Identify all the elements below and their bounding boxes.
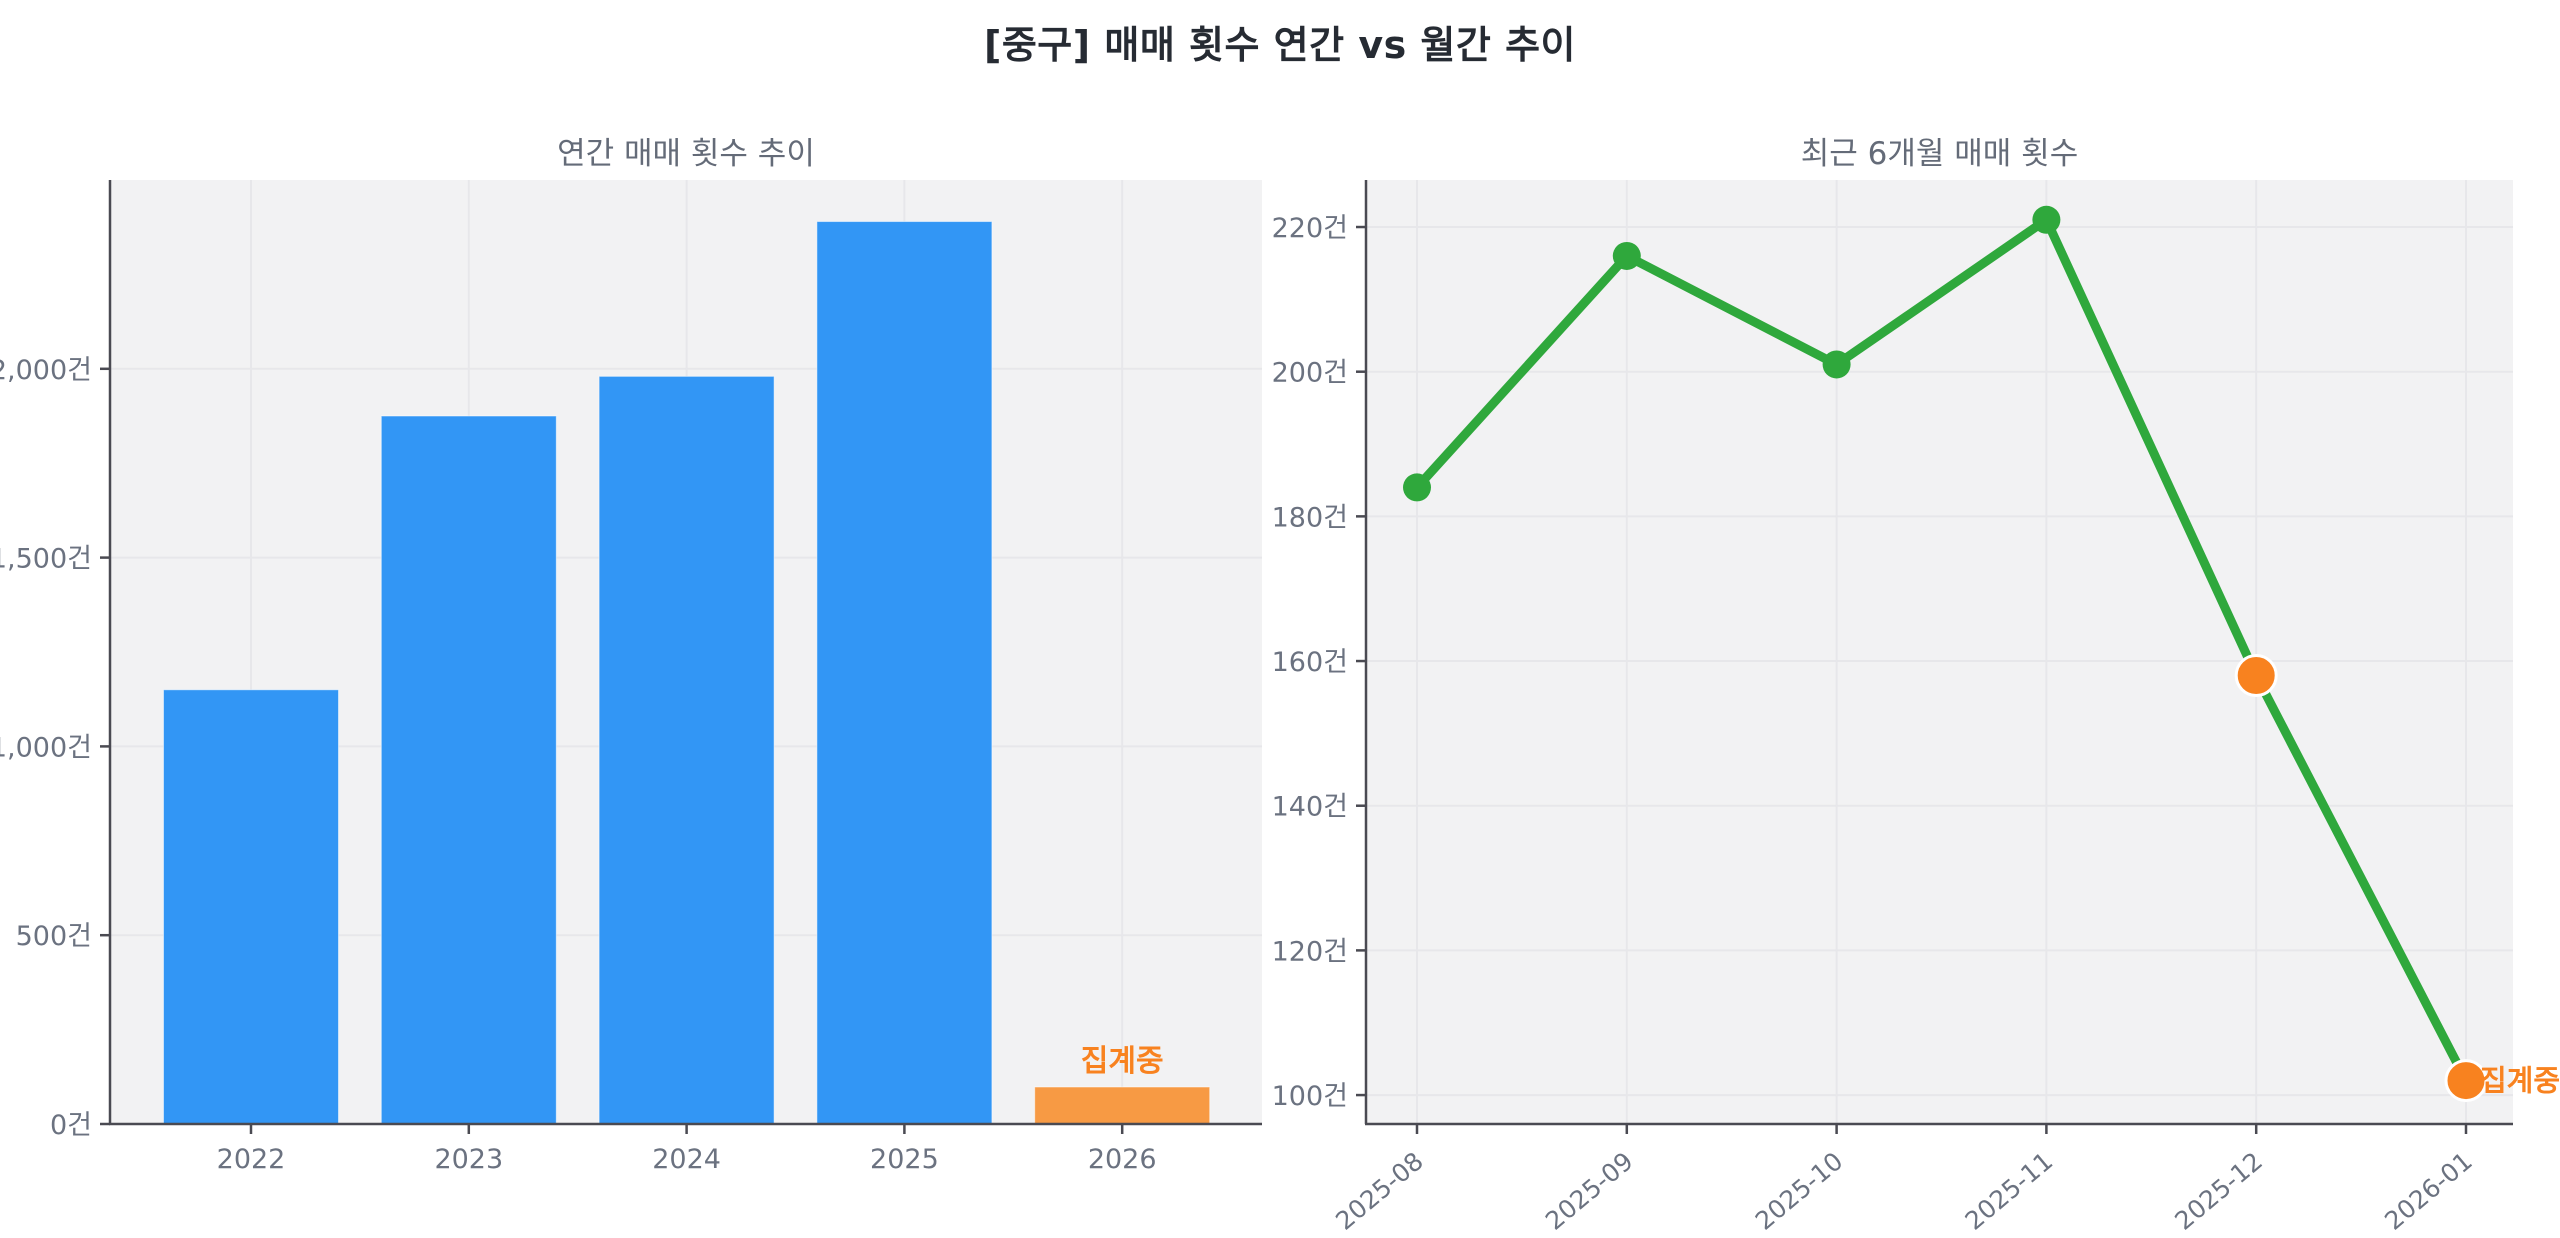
y-tick-label: 2,000건 — [0, 355, 92, 386]
data-point-2026-01 — [2444, 1059, 2488, 1103]
x-tick-label: 2025-08 — [1330, 1146, 1429, 1234]
x-tick-label: 2022 — [217, 1144, 286, 1175]
plot-background — [1366, 180, 2513, 1124]
x-tick-label: 2025-09 — [1540, 1146, 1639, 1234]
y-tick-label: 1,500건 — [0, 544, 92, 575]
data-point-2025-11 — [2032, 205, 2061, 234]
x-tick-label: 2023 — [434, 1144, 503, 1175]
data-point-2025-09 — [1612, 241, 1641, 270]
bar-2024 — [598, 375, 775, 1125]
main-title: [중구] 매매 횟수 연간 vs 월간 추이 — [983, 23, 1577, 67]
y-tick-label: 200건 — [1272, 358, 1348, 389]
y-tick-label: 140건 — [1272, 792, 1348, 823]
y-tick-label: 120건 — [1272, 936, 1348, 967]
line-series — [1412, 215, 2471, 1086]
x-tick-label: 2026 — [1088, 1144, 1157, 1175]
bar-2025 — [816, 221, 993, 1125]
x-tick-label: 2025-10 — [1750, 1146, 1849, 1234]
data-point-2025-08 — [1403, 473, 1431, 502]
x-tick-label: 2025-12 — [2169, 1146, 2268, 1234]
x-tick-label: 2025 — [870, 1144, 939, 1175]
bar-2026 — [1034, 1086, 1211, 1125]
bar-2023 — [380, 415, 557, 1125]
x-tick-label: 2024 — [652, 1144, 721, 1175]
data-point-2025-12 — [2234, 654, 2278, 698]
y-tick-label: 180건 — [1272, 502, 1348, 533]
y-tick-label: 0건 — [50, 1110, 92, 1141]
line-chart-title: 최근 6개월 매매 횟수 — [1800, 136, 2079, 172]
bar-2022 — [163, 689, 339, 1125]
y-tick-label: 1,000건 — [0, 732, 92, 763]
line-annotation-label: 집계중 — [2480, 1064, 2560, 1098]
x-tick-label: 2026-01 — [2379, 1146, 2478, 1234]
bar-annotation-label: 집계중 — [1081, 1044, 1164, 1079]
x-tick-label: 2025-11 — [1960, 1146, 2059, 1234]
y-tick-label: 160건 — [1272, 647, 1348, 678]
y-tick-label: 100건 — [1272, 1081, 1348, 1112]
data-point-2025-10 — [1822, 350, 1851, 379]
y-tick-label: 220건 — [1272, 213, 1348, 244]
bar-chart-title: 연간 매매 횟수 추이 — [557, 136, 815, 172]
y-tick-label: 500건 — [16, 921, 92, 952]
